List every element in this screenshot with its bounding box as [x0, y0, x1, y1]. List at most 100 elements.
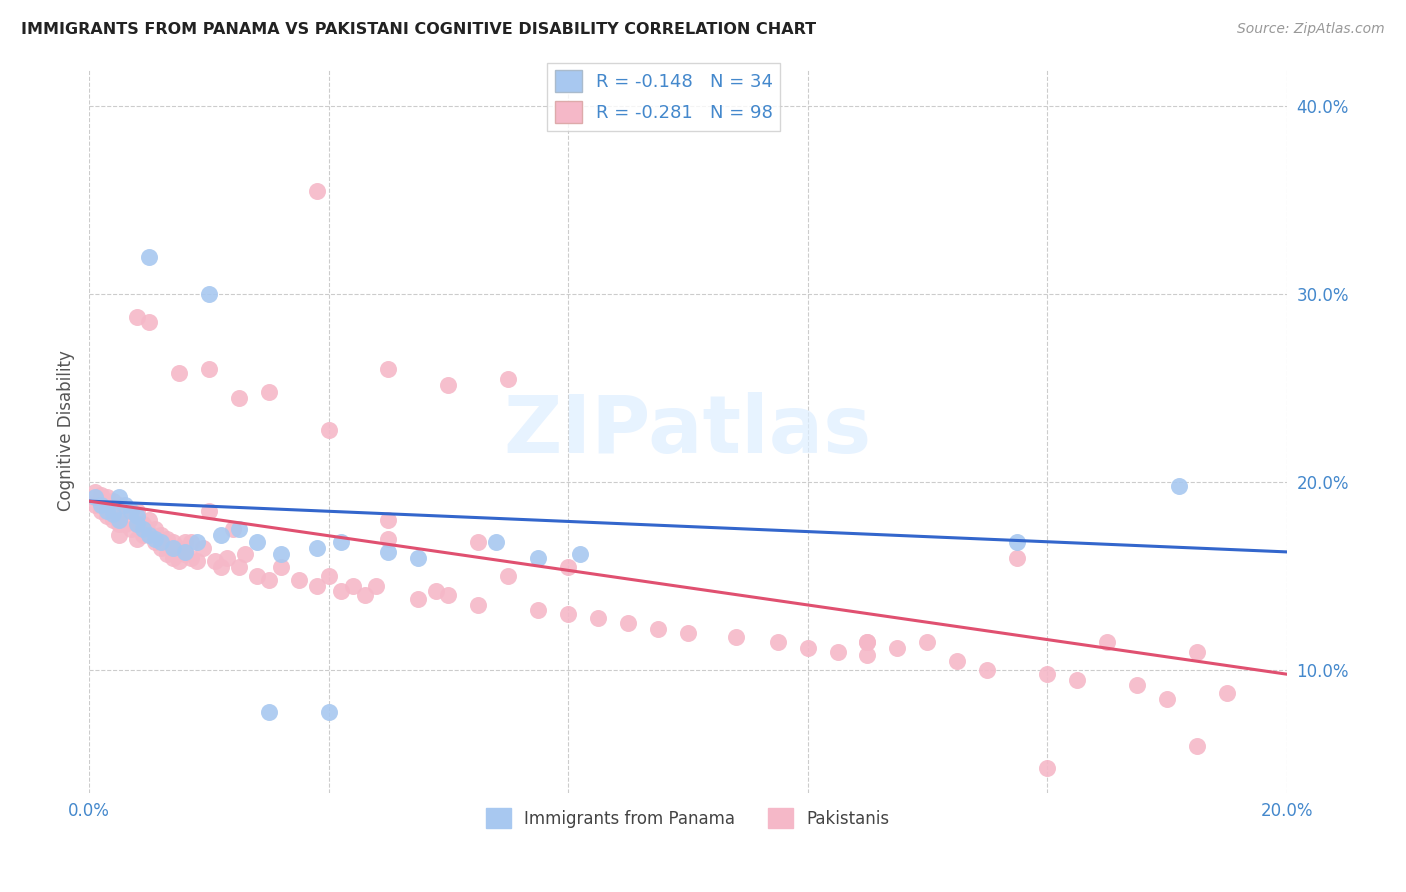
Point	[198, 362, 221, 376]
Point	[318, 423, 340, 437]
Point	[1185, 644, 1208, 658]
Point	[724, 630, 747, 644]
Point	[329, 584, 352, 599]
Point	[186, 535, 208, 549]
Point	[257, 705, 280, 719]
Point	[180, 535, 202, 549]
Point	[96, 509, 118, 524]
Point	[377, 362, 399, 376]
Legend: Immigrants from Panama, Pakistanis: Immigrants from Panama, Pakistanis	[479, 801, 897, 835]
Point	[228, 522, 250, 536]
Point	[149, 528, 172, 542]
Point	[84, 491, 107, 505]
Point	[856, 635, 879, 649]
Point	[215, 550, 238, 565]
Point	[353, 588, 375, 602]
Point	[180, 550, 202, 565]
Point	[366, 579, 388, 593]
Point	[437, 588, 460, 602]
Point	[827, 644, 849, 658]
Point	[270, 560, 292, 574]
Point	[287, 573, 309, 587]
Point	[1126, 678, 1149, 692]
Point	[156, 532, 179, 546]
Point	[125, 532, 148, 546]
Point	[125, 503, 148, 517]
Point	[162, 535, 184, 549]
Point	[96, 491, 118, 505]
Point	[1156, 691, 1178, 706]
Point	[342, 579, 364, 593]
Point	[209, 528, 232, 542]
Point	[167, 554, 190, 568]
Point	[204, 554, 226, 568]
Point	[101, 494, 124, 508]
Point	[318, 569, 340, 583]
Point	[270, 547, 292, 561]
Point	[132, 522, 155, 536]
Point	[1215, 686, 1237, 700]
Point	[305, 184, 328, 198]
Point	[173, 545, 195, 559]
Point	[527, 603, 550, 617]
Point	[377, 532, 399, 546]
Point	[917, 635, 939, 649]
Point	[162, 550, 184, 565]
Point	[108, 513, 131, 527]
Point	[96, 503, 118, 517]
Point	[149, 541, 172, 556]
Point	[101, 513, 124, 527]
Point	[856, 648, 879, 663]
Point	[138, 526, 160, 541]
Point	[156, 547, 179, 561]
Point	[90, 498, 112, 512]
Point	[132, 528, 155, 542]
Point	[125, 509, 148, 524]
Text: IMMIGRANTS FROM PANAMA VS PAKISTANI COGNITIVE DISABILITY CORRELATION CHART: IMMIGRANTS FROM PANAMA VS PAKISTANI COGN…	[21, 22, 817, 37]
Point	[796, 640, 818, 655]
Point	[149, 535, 172, 549]
Point	[676, 625, 699, 640]
Point	[114, 503, 136, 517]
Point	[222, 522, 245, 536]
Point	[437, 377, 460, 392]
Point	[257, 573, 280, 587]
Point	[90, 503, 112, 517]
Point	[557, 607, 579, 621]
Point	[976, 664, 998, 678]
Point	[496, 372, 519, 386]
Point	[329, 535, 352, 549]
Point	[586, 611, 609, 625]
Point	[90, 488, 112, 502]
Point	[186, 554, 208, 568]
Point	[143, 535, 166, 549]
Point	[257, 384, 280, 399]
Point	[125, 516, 148, 531]
Point	[557, 560, 579, 574]
Point	[485, 535, 508, 549]
Point	[108, 516, 131, 531]
Point	[167, 541, 190, 556]
Point	[246, 569, 269, 583]
Text: ZIPatlas: ZIPatlas	[503, 392, 872, 469]
Point	[305, 541, 328, 556]
Point	[125, 516, 148, 531]
Point	[377, 545, 399, 559]
Point	[108, 491, 131, 505]
Point	[305, 579, 328, 593]
Point	[1167, 479, 1189, 493]
Point	[467, 535, 489, 549]
Point	[132, 516, 155, 531]
Point	[108, 498, 131, 512]
Point	[377, 513, 399, 527]
Point	[120, 522, 142, 536]
Point	[1036, 667, 1059, 681]
Point	[467, 598, 489, 612]
Point	[108, 528, 131, 542]
Text: Source: ZipAtlas.com: Source: ZipAtlas.com	[1237, 22, 1385, 37]
Point	[198, 287, 221, 301]
Point	[318, 705, 340, 719]
Point	[527, 550, 550, 565]
Point	[138, 250, 160, 264]
Point	[198, 503, 221, 517]
